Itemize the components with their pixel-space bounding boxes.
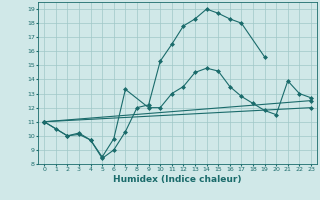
X-axis label: Humidex (Indice chaleur): Humidex (Indice chaleur) (113, 175, 242, 184)
